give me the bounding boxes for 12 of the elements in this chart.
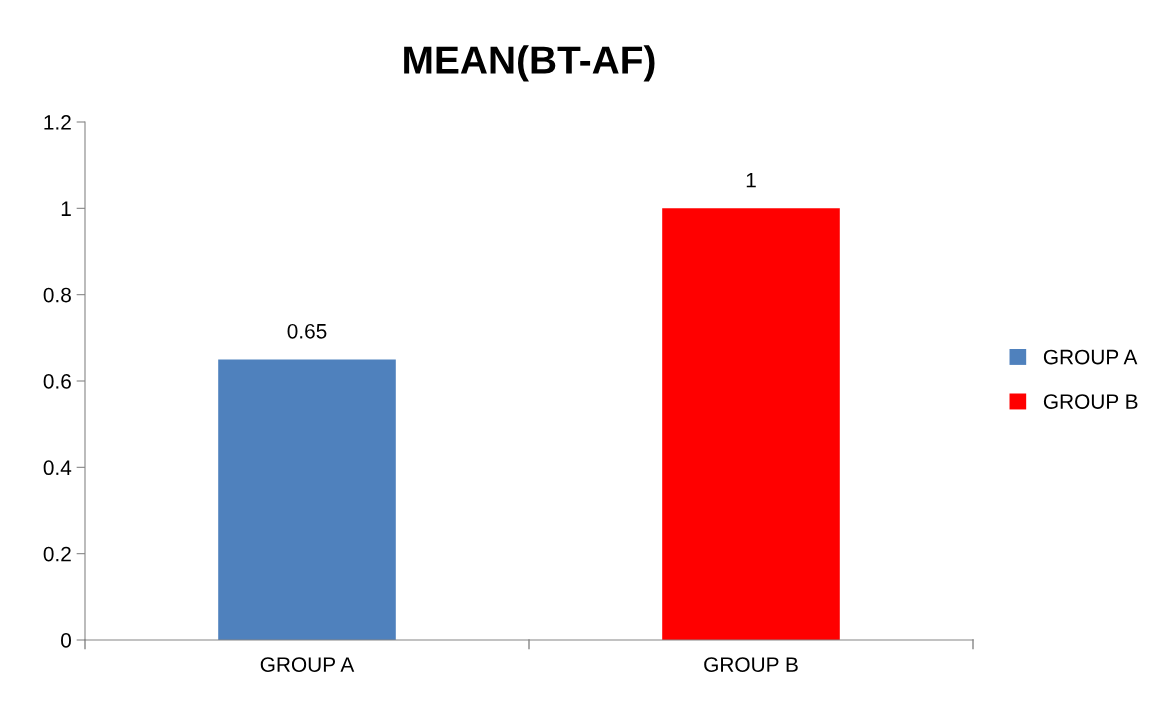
- y-tick-label: 1.2: [44, 115, 71, 130]
- y-tick-label: 0.2: [43, 546, 71, 562]
- y-tick-label: 1: [61, 201, 71, 216]
- data-label: 1: [746, 173, 756, 188]
- y-tick-label: 0: [61, 633, 71, 648]
- y-tick-label: 0.8: [43, 287, 71, 303]
- legend-label: GROUP A: [1043, 349, 1138, 365]
- data-label: 0.65: [287, 323, 327, 339]
- legend-label: GROUP B: [1043, 394, 1138, 409]
- y-tick-label: 0.4: [43, 460, 72, 476]
- y-tick-label: 0.6: [43, 374, 71, 389]
- chart-title: MEAN(BT-AF): [404, 45, 655, 82]
